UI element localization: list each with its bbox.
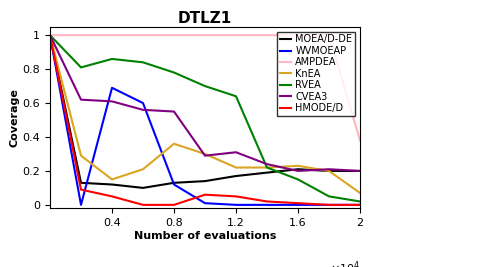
KnEA — [326, 169, 332, 172]
WVMOEAP — [47, 34, 53, 37]
CVEA3 — [109, 100, 115, 103]
CVEA3 — [295, 169, 301, 172]
MOEA/D-DE — [326, 169, 332, 172]
AMPDEA — [78, 34, 84, 37]
KnEA — [357, 191, 363, 195]
CVEA3 — [326, 168, 332, 171]
HMODE/D — [357, 203, 363, 206]
AMPDEA — [326, 34, 332, 37]
HMODE/D — [233, 195, 239, 198]
WVMOEAP — [233, 203, 239, 206]
WVMOEAP — [171, 183, 177, 186]
RVEA — [47, 34, 53, 37]
AMPDEA — [295, 34, 301, 37]
X-axis label: Number of evaluations: Number of evaluations — [134, 231, 276, 241]
AMPDEA — [47, 34, 53, 37]
WVMOEAP — [140, 101, 146, 105]
RVEA — [233, 95, 239, 98]
Y-axis label: Coverage: Coverage — [10, 88, 20, 147]
Line: WVMOEAP: WVMOEAP — [50, 35, 360, 205]
MOEA/D-DE — [202, 179, 208, 183]
WVMOEAP — [202, 202, 208, 205]
AMPDEA — [233, 34, 239, 37]
Text: $\times10^4$: $\times10^4$ — [330, 259, 360, 267]
AMPDEA — [109, 34, 115, 37]
CVEA3 — [357, 169, 363, 172]
Legend: MOEA/D-DE, WVMOEAP, AMPDEA, KnEA, RVEA, CVEA3, HMODE/D: MOEA/D-DE, WVMOEAP, AMPDEA, KnEA, RVEA, … — [277, 32, 355, 116]
HMODE/D — [47, 34, 53, 37]
CVEA3 — [202, 154, 208, 157]
AMPDEA — [202, 34, 208, 37]
KnEA — [264, 166, 270, 169]
Line: AMPDEA: AMPDEA — [50, 35, 360, 140]
KnEA — [171, 142, 177, 146]
WVMOEAP — [109, 86, 115, 89]
MOEA/D-DE — [295, 168, 301, 171]
AMPDEA — [171, 34, 177, 37]
CVEA3 — [47, 34, 53, 37]
MOEA/D-DE — [171, 181, 177, 184]
CVEA3 — [171, 110, 177, 113]
RVEA — [171, 71, 177, 74]
MOEA/D-DE — [78, 181, 84, 184]
WVMOEAP — [264, 203, 270, 206]
KnEA — [295, 164, 301, 167]
HMODE/D — [264, 200, 270, 203]
HMODE/D — [140, 203, 146, 206]
MOEA/D-DE — [233, 174, 239, 178]
KnEA — [78, 154, 84, 157]
Title: DTLZ1: DTLZ1 — [178, 10, 232, 26]
RVEA — [264, 166, 270, 169]
WVMOEAP — [78, 203, 84, 206]
HMODE/D — [202, 193, 208, 196]
Line: RVEA: RVEA — [50, 35, 360, 202]
Line: CVEA3: CVEA3 — [50, 35, 360, 171]
Line: HMODE/D: HMODE/D — [50, 35, 360, 205]
WVMOEAP — [326, 203, 332, 206]
Line: MOEA/D-DE: MOEA/D-DE — [50, 35, 360, 188]
MOEA/D-DE — [357, 169, 363, 172]
RVEA — [202, 84, 208, 88]
RVEA — [78, 66, 84, 69]
CVEA3 — [78, 98, 84, 101]
KnEA — [140, 168, 146, 171]
RVEA — [357, 200, 363, 203]
MOEA/D-DE — [47, 34, 53, 37]
CVEA3 — [264, 163, 270, 166]
HMODE/D — [171, 203, 177, 206]
AMPDEA — [357, 139, 363, 142]
MOEA/D-DE — [140, 186, 146, 190]
HMODE/D — [295, 202, 301, 205]
HMODE/D — [78, 188, 84, 191]
MOEA/D-DE — [264, 171, 270, 174]
Line: KnEA: KnEA — [50, 35, 360, 193]
AMPDEA — [264, 34, 270, 37]
WVMOEAP — [295, 203, 301, 206]
KnEA — [109, 178, 115, 181]
RVEA — [326, 195, 332, 198]
RVEA — [109, 57, 115, 61]
KnEA — [202, 152, 208, 156]
KnEA — [233, 166, 239, 169]
KnEA — [47, 34, 53, 37]
CVEA3 — [140, 108, 146, 111]
WVMOEAP — [357, 203, 363, 206]
RVEA — [295, 178, 301, 181]
RVEA — [140, 61, 146, 64]
HMODE/D — [326, 203, 332, 206]
MOEA/D-DE — [109, 183, 115, 186]
CVEA3 — [233, 151, 239, 154]
HMODE/D — [109, 195, 115, 198]
AMPDEA — [140, 34, 146, 37]
